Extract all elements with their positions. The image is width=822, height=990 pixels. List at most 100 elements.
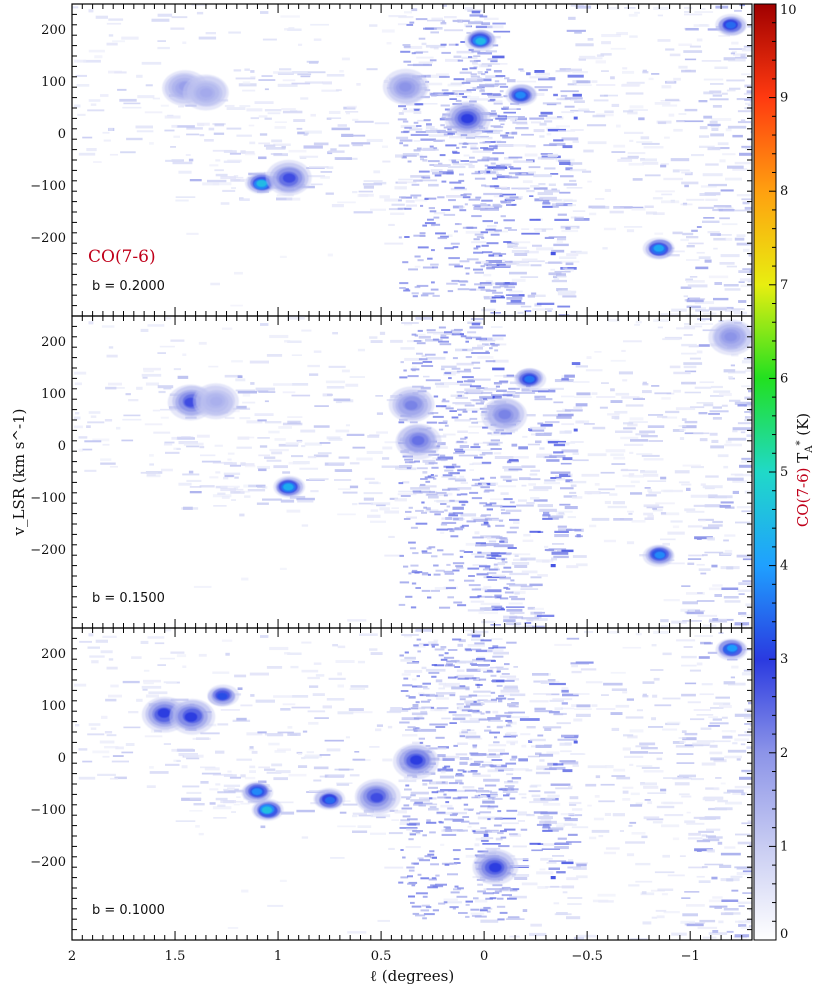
emission-streak (693, 432, 710, 435)
emission-streak (495, 282, 515, 286)
emission-streak (427, 257, 433, 260)
emission-streak (459, 698, 466, 701)
emission-streak (439, 75, 450, 78)
emission-streak (431, 466, 439, 469)
emission-streak (639, 742, 656, 746)
emission-streak (431, 94, 437, 97)
emission-streak (242, 81, 251, 85)
emission-streak (611, 103, 620, 107)
emission-streak (430, 412, 439, 414)
emission-streak (411, 582, 417, 585)
emission-streak (230, 304, 243, 307)
emission-streak (421, 666, 427, 670)
emission-streak (487, 100, 503, 102)
emission-streak (501, 570, 513, 573)
emission-streak (448, 472, 458, 475)
emission-streak (556, 825, 566, 828)
emission-streak (449, 181, 462, 184)
emission-streak (427, 74, 447, 78)
emission-streak (710, 385, 723, 389)
emission-streak (475, 402, 484, 405)
emission-streak (433, 212, 446, 215)
emission-streak (542, 726, 562, 729)
emission-streak (279, 879, 287, 882)
emission-streak (256, 502, 269, 505)
emission-streak (509, 456, 529, 459)
emission-streak (464, 388, 481, 392)
emission-streak (75, 412, 80, 415)
emission-streak (488, 753, 496, 756)
emission-streak (248, 748, 255, 751)
emission-streak (444, 424, 449, 427)
emission-streak (535, 432, 552, 436)
emission-streak (418, 170, 430, 173)
emission-streak (458, 280, 469, 283)
emission-streak (298, 765, 308, 768)
emission-streak (244, 68, 250, 71)
emission-streak (220, 176, 236, 180)
emission-streak (271, 451, 283, 455)
emission-streak (407, 64, 417, 66)
emission-streak (474, 233, 484, 236)
emission-streak (479, 765, 486, 768)
emission-streak (140, 471, 159, 474)
emission-streak (445, 407, 454, 410)
emission-streak (398, 881, 404, 884)
emission-streak (79, 640, 92, 643)
emission-streak (224, 104, 235, 108)
emission-streak (357, 194, 369, 198)
emission-streak (440, 336, 449, 339)
emission-streak (707, 651, 718, 654)
emission-streak (710, 233, 721, 236)
emission-streak (520, 733, 531, 736)
emission-streak (417, 329, 423, 332)
emission-streak (448, 782, 459, 785)
emission-streak (573, 116, 578, 120)
emission-streak (123, 414, 141, 417)
emission-streak (489, 764, 497, 767)
emission-streak (224, 374, 242, 378)
emission-streak (464, 705, 471, 708)
emission-streak (370, 832, 386, 835)
emission-streak (711, 876, 718, 880)
emission-streak (444, 765, 451, 768)
emission-streak (408, 838, 414, 841)
emission-streak (337, 684, 344, 688)
emission-streak (363, 492, 383, 495)
emission-streak (250, 382, 255, 385)
emission-streak (313, 779, 322, 782)
emission-streak (286, 197, 301, 201)
emission-clump (489, 862, 502, 873)
emission-streak (282, 110, 303, 114)
emission-streak (337, 201, 356, 204)
emission-streak (644, 174, 661, 177)
emission-streak (515, 392, 536, 394)
emission-streak (170, 146, 176, 148)
emission-streak (610, 400, 623, 403)
emission-streak (687, 562, 695, 565)
emission-streak (527, 294, 546, 297)
emission-streak (575, 5, 592, 9)
emission-streak (492, 22, 506, 25)
emission-streak (701, 60, 722, 62)
emission-streak (419, 485, 437, 488)
emission-streak (452, 638, 462, 641)
emission-streak (428, 747, 438, 750)
emission-streak (679, 740, 686, 744)
emission-streak (513, 558, 527, 561)
emission-streak (470, 288, 485, 291)
emission-streak (628, 421, 648, 423)
emission-streak (214, 444, 223, 447)
emission-streak (313, 142, 329, 146)
emission-streak (720, 254, 740, 258)
emission-streak (510, 118, 516, 122)
emission-streak (154, 642, 165, 645)
emission-streak (657, 14, 663, 17)
emission-streak (382, 758, 393, 762)
emission-streak (465, 136, 476, 139)
emission-streak (88, 99, 101, 102)
emission-streak (224, 416, 235, 420)
emission-streak (556, 416, 572, 419)
emission-streak (471, 410, 478, 413)
emission-streak (467, 770, 478, 773)
